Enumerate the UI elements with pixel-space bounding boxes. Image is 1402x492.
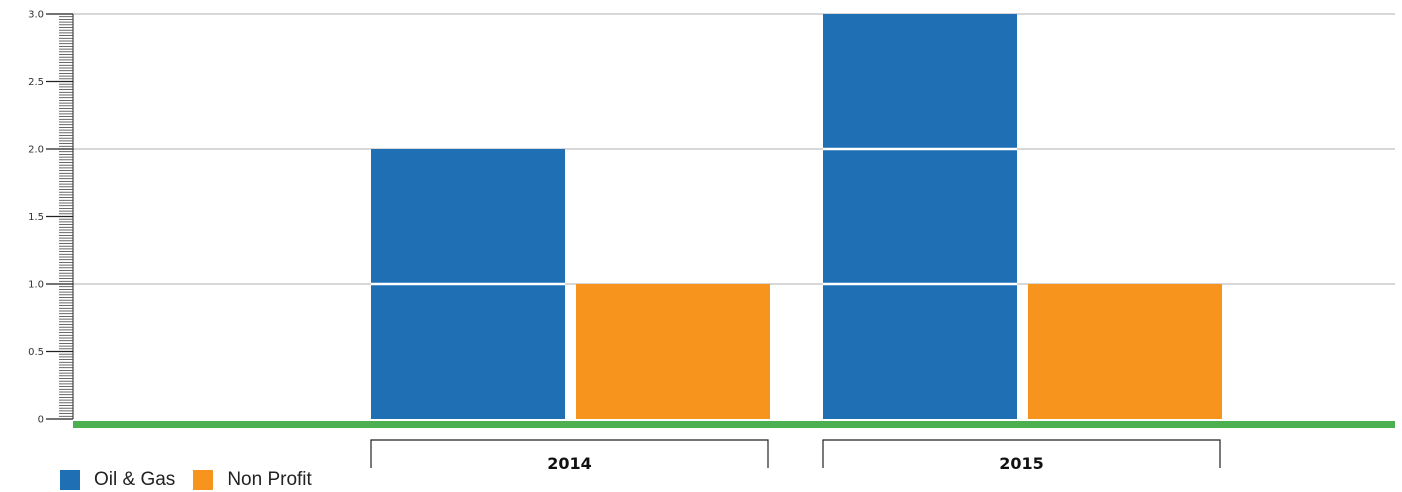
category-bracket-2015 <box>822 439 1221 468</box>
legend-swatch-non-profit <box>193 470 214 490</box>
legend: Oil & Gas Non Profit <box>60 469 330 491</box>
y-tick-label: 2.5 <box>28 77 44 88</box>
y-tick-label: 0 <box>38 415 44 426</box>
y-tick-label: 1.5 <box>28 212 44 223</box>
bar-non-profit-2015 <box>1028 284 1222 419</box>
y-tick-label: 2.0 <box>28 145 44 156</box>
legend-label-oil-gas: Oil & Gas <box>94 469 176 490</box>
gridlines <box>73 13 1395 285</box>
category-brackets: 2014 2015 <box>370 439 1221 473</box>
y-tick-label: 3.0 <box>28 10 44 21</box>
legend-label-non-profit: Non Profit <box>227 469 312 490</box>
y-axis-ruler <box>59 13 74 420</box>
legend-swatch-oil-gas <box>60 470 80 490</box>
legend-item-oil-gas: Oil & Gas <box>60 469 175 491</box>
bar-non-profit-2014 <box>576 284 770 419</box>
y-tick-label: 0.5 <box>28 347 44 358</box>
x-category-label: 2014 <box>547 454 592 473</box>
y-axis-tick-labels: 0 0.5 1.0 1.5 2.0 2.5 3.0 <box>28 10 73 426</box>
y-tick-label: 1.0 <box>28 280 44 291</box>
bars <box>371 14 1222 419</box>
legend-item-non-profit: Non Profit <box>193 469 312 491</box>
x-category-label: 2015 <box>999 454 1044 473</box>
category-bracket-2014 <box>370 439 769 468</box>
bar-oil-gas-2015 <box>823 14 1017 419</box>
x-axis-baseline <box>73 421 1395 428</box>
